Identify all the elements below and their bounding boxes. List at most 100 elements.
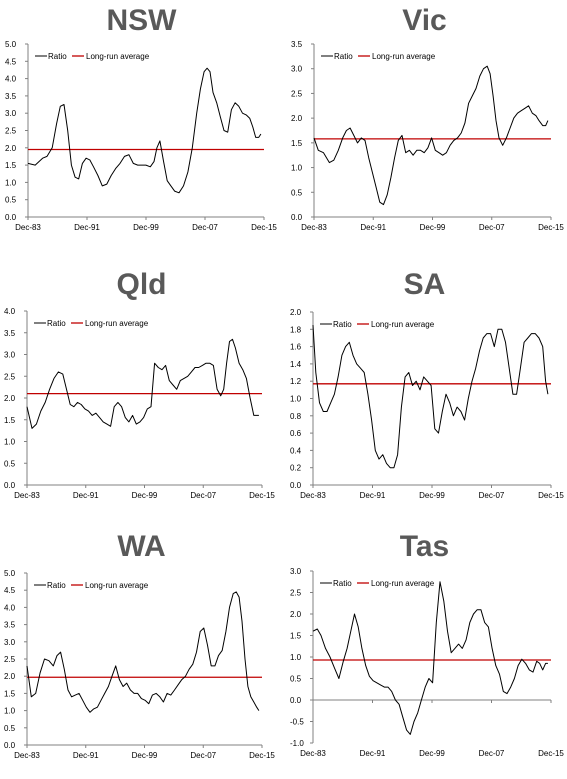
ratio-series-line (27, 67, 262, 194)
legend-average-label: Long-run average (86, 52, 150, 61)
x-tick-label: Dec-15 (251, 223, 277, 232)
y-tick-label: 2.0 (290, 308, 302, 317)
y-tick-label: 0.2 (290, 464, 302, 473)
legend-ratio-label: Ratio (48, 52, 67, 61)
ratio-series-line (312, 324, 549, 469)
y-tick-label: 1.5 (290, 632, 302, 641)
y-tick-label: 1.5 (4, 689, 16, 698)
y-tick-label: 4.5 (5, 57, 17, 66)
y-tick-label: 0.0 (4, 481, 16, 490)
x-tick-label: Dec-83 (301, 223, 327, 232)
x-tick-label: Dec-07 (190, 491, 216, 500)
x-tick-label: Dec-99 (419, 491, 445, 500)
y-tick-label: 1.6 (290, 343, 302, 352)
ratio-series-line (26, 338, 259, 429)
y-tick-label: 3.0 (5, 109, 17, 118)
y-tick-label: 2.0 (5, 144, 17, 153)
y-tick-label: 2.5 (4, 655, 16, 664)
chart-title: Qld (116, 268, 167, 301)
ratio-series-line (312, 581, 548, 735)
x-tick-label: Dec-07 (479, 223, 505, 232)
x-tick-label: Dec-15 (538, 749, 564, 758)
x-tick-label: Dec-83 (14, 491, 40, 500)
y-tick-label: 2.5 (290, 589, 302, 598)
x-tick-label: Dec-83 (300, 749, 326, 758)
panel-vic: Vic 0.0 0.5 1.0 1.5 2.0 2.5 3.0 3.5 Dec-83 Dec-91… (283, 0, 566, 259)
ratio-series-line (26, 591, 260, 713)
y-tick-label: 0.0 (5, 213, 17, 222)
y-tick-label: 1.5 (291, 139, 303, 148)
y-tick-label: 1.2 (290, 377, 302, 386)
line-chart-sa: 0.0 0.2 0.4 0.6 0.8 1.0 1.2 1.4 1.6 1.8 2.0 Dec-83 D… (290, 308, 564, 500)
y-tick-label: 0.6 (290, 429, 302, 438)
y-tick-label: 0.5 (4, 724, 16, 733)
panel-sa: SA 0.0 0.2 0.4 0.6 0.8 1.0 1.2 1.4 1.6 1.8 2.0 Dec-… (283, 262, 566, 521)
chart-title: NSW (106, 4, 177, 37)
x-tick-label: Dec-99 (132, 751, 158, 760)
chart-title: SA (403, 268, 446, 301)
y-tick-label: 1.0 (5, 178, 17, 187)
ratio-series-line (313, 65, 549, 206)
chart-title: WA (117, 530, 166, 563)
y-tick-label: 1.8 (290, 325, 302, 334)
y-tick-label: 2.0 (4, 394, 16, 403)
y-tick-label: 3.0 (4, 351, 16, 360)
y-tick-label: 1.4 (290, 360, 302, 369)
chart-title: Vic (402, 4, 447, 37)
y-tick-label: 0.0 (291, 213, 303, 222)
y-tick-label: 3.0 (291, 65, 303, 74)
y-tick-label: 3.0 (4, 638, 16, 647)
y-tick-label: 3.0 (290, 567, 302, 576)
legend-average-label: Long-run average (372, 52, 436, 61)
legend-ratio-label: Ratio (47, 319, 66, 328)
x-tick-label: Dec-07 (190, 751, 216, 760)
y-tick-label: 4.5 (4, 586, 16, 595)
y-tick-label: -0.5 (290, 718, 304, 727)
y-tick-label: 0.5 (5, 196, 17, 205)
legend-average-label: Long-run average (371, 320, 435, 329)
x-tick-label: Dec-91 (73, 491, 99, 500)
y-tick-label: 1.0 (4, 438, 16, 447)
y-tick-label: 0.4 (290, 446, 302, 455)
y-tick-label: 1.0 (291, 164, 303, 173)
x-tick-label: Dec-07 (479, 749, 505, 758)
legend-ratio-label: Ratio (47, 581, 66, 590)
y-tick-label: 4.0 (5, 75, 17, 84)
y-tick-label: 0.5 (4, 459, 16, 468)
y-tick-label: 1.5 (4, 416, 16, 425)
y-tick-label: 4.0 (4, 603, 16, 612)
legend-average-label: Long-run average (371, 579, 435, 588)
y-tick-label: 1.5 (5, 161, 17, 170)
x-tick-label: Dec-99 (133, 223, 159, 232)
x-tick-label: Dec-15 (249, 491, 275, 500)
y-tick-label: 2.5 (5, 127, 17, 136)
x-tick-label: Dec-91 (73, 751, 99, 760)
x-tick-label: Dec-15 (538, 223, 564, 232)
x-tick-label: Dec-15 (249, 751, 275, 760)
y-tick-label: 2.0 (290, 610, 302, 619)
y-tick-label: 4.0 (4, 307, 16, 316)
x-tick-label: Dec-07 (479, 491, 505, 500)
y-tick-label: 0.8 (290, 412, 302, 421)
y-tick-label: 2.0 (291, 114, 303, 123)
y-tick-label: 5.0 (5, 40, 17, 49)
x-tick-label: Dec-83 (14, 751, 40, 760)
panel-qld: Qld 0.0 0.5 1.0 1.5 2.0 2.5 3.0 3.5 4.0 Dec-83 Dec… (0, 262, 283, 521)
legend-ratio-label: Ratio (333, 320, 352, 329)
y-tick-label: 0.0 (290, 481, 302, 490)
x-tick-label: Dec-15 (538, 491, 564, 500)
legend-ratio-label: Ratio (333, 579, 352, 588)
line-chart-nsw: 0.0 0.5 1.0 1.5 2.0 2.5 3.0 3.5 4.0 4.5 5.0 Dec-83 D… (5, 40, 277, 232)
y-tick-label: 3.5 (4, 621, 16, 630)
line-chart-qld: 0.0 0.5 1.0 1.5 2.0 2.5 3.0 3.5 4.0 Dec-83 Dec-91 D… (4, 307, 275, 500)
y-tick-label: 0.0 (290, 696, 302, 705)
panel-nsw: NSW 0.0 0.5 1.0 1.5 2.0 2.5 3.0 3.5 4.0 4.5 5.0 Dec… (0, 0, 283, 259)
x-tick-label: Dec-91 (74, 223, 100, 232)
x-tick-label: Dec-83 (15, 223, 41, 232)
y-tick-label: 0.0 (4, 741, 16, 750)
y-tick-label: 3.5 (5, 92, 17, 101)
x-tick-label: Dec-07 (192, 223, 218, 232)
legend-ratio-label: Ratio (334, 52, 353, 61)
legend-average-label: Long-run average (85, 581, 149, 590)
